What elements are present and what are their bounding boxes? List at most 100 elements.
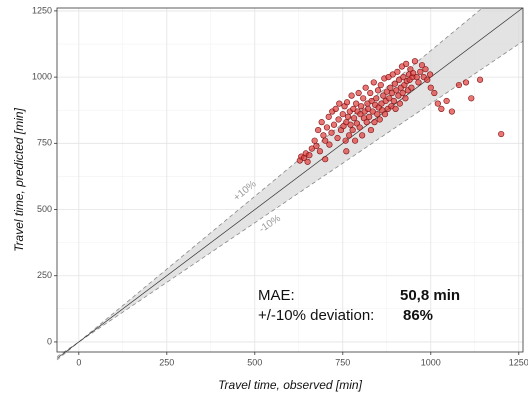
point (328, 129, 335, 136)
point (386, 95, 393, 102)
point (462, 79, 470, 86)
dev-value: 86% (403, 307, 433, 324)
point (443, 97, 450, 105)
point (396, 100, 403, 107)
y-tick-label: 0 (47, 336, 52, 346)
point (424, 76, 431, 83)
point (322, 137, 329, 144)
point (356, 124, 363, 131)
dev-label: +/-10% deviation: (258, 307, 374, 324)
point (431, 89, 438, 97)
x-axis-title: Travel time, observed [min] (218, 378, 362, 392)
point (348, 92, 355, 99)
y-tick-label: 1000 (32, 71, 52, 81)
point (344, 113, 352, 120)
point (316, 148, 324, 155)
point (339, 111, 346, 118)
point (426, 71, 434, 78)
point (374, 87, 382, 94)
point (374, 111, 381, 118)
mae-label: MAE: (258, 287, 295, 304)
point (311, 137, 318, 144)
x-tick-label: 1000 (421, 357, 441, 367)
point (402, 95, 409, 102)
y-tick-label: 750 (37, 138, 52, 148)
point (380, 92, 387, 99)
point (323, 124, 331, 131)
point (360, 95, 367, 102)
y-tick-label: 1250 (32, 5, 52, 15)
point (393, 87, 400, 94)
point (366, 113, 373, 120)
point (367, 126, 375, 134)
point (408, 84, 415, 91)
panel-border (56, 7, 524, 353)
band-upper (56, 7, 483, 361)
point (332, 105, 339, 112)
point (403, 60, 410, 67)
point (306, 152, 313, 159)
point (455, 81, 463, 89)
x-tick-label: 500 (247, 357, 262, 367)
point (357, 103, 365, 110)
point (326, 141, 333, 148)
point (352, 137, 359, 144)
point (381, 111, 389, 118)
band-lower (56, 40, 524, 358)
point (368, 97, 375, 105)
point (418, 62, 426, 69)
point (392, 105, 399, 112)
point (349, 126, 356, 134)
point (335, 116, 342, 123)
point (415, 79, 422, 86)
point (325, 113, 332, 120)
point (343, 148, 350, 155)
point (376, 116, 383, 123)
point (343, 99, 351, 106)
mae-value: 50,8 min (400, 287, 460, 304)
point (363, 119, 370, 126)
y-axis-title: Travel time, predicted [min] (12, 107, 26, 251)
point (342, 137, 349, 144)
y-tick-label: 500 (37, 204, 52, 214)
point (400, 74, 407, 81)
point (377, 81, 384, 89)
point (387, 84, 394, 91)
point (322, 156, 329, 163)
point (476, 76, 484, 83)
point (468, 95, 475, 102)
point (410, 70, 417, 77)
point (330, 121, 338, 128)
band (56, 7, 524, 361)
grid (57, 8, 523, 352)
point (346, 132, 353, 139)
point (350, 115, 358, 122)
point (369, 108, 376, 115)
point (427, 84, 434, 91)
point (355, 89, 362, 97)
x-tick-label: 750 (335, 357, 350, 367)
identity-line (56, 7, 523, 359)
point (448, 108, 456, 115)
point (334, 134, 341, 142)
x-tick-label: 0 (76, 357, 81, 367)
point (498, 130, 505, 138)
x-tick-label: 1250 (509, 357, 528, 367)
point (304, 158, 311, 165)
point (391, 80, 398, 87)
point (315, 126, 322, 134)
point (365, 105, 372, 112)
point (417, 68, 424, 75)
point (422, 66, 429, 73)
point (434, 100, 441, 107)
point (359, 132, 366, 139)
point (318, 119, 325, 126)
point (347, 121, 354, 128)
point (320, 132, 327, 139)
y-tick-label: 250 (37, 270, 52, 280)
point (308, 145, 315, 152)
x-tick-label: 250 (159, 357, 174, 367)
point (367, 89, 374, 97)
point (390, 97, 397, 105)
point (411, 58, 419, 65)
